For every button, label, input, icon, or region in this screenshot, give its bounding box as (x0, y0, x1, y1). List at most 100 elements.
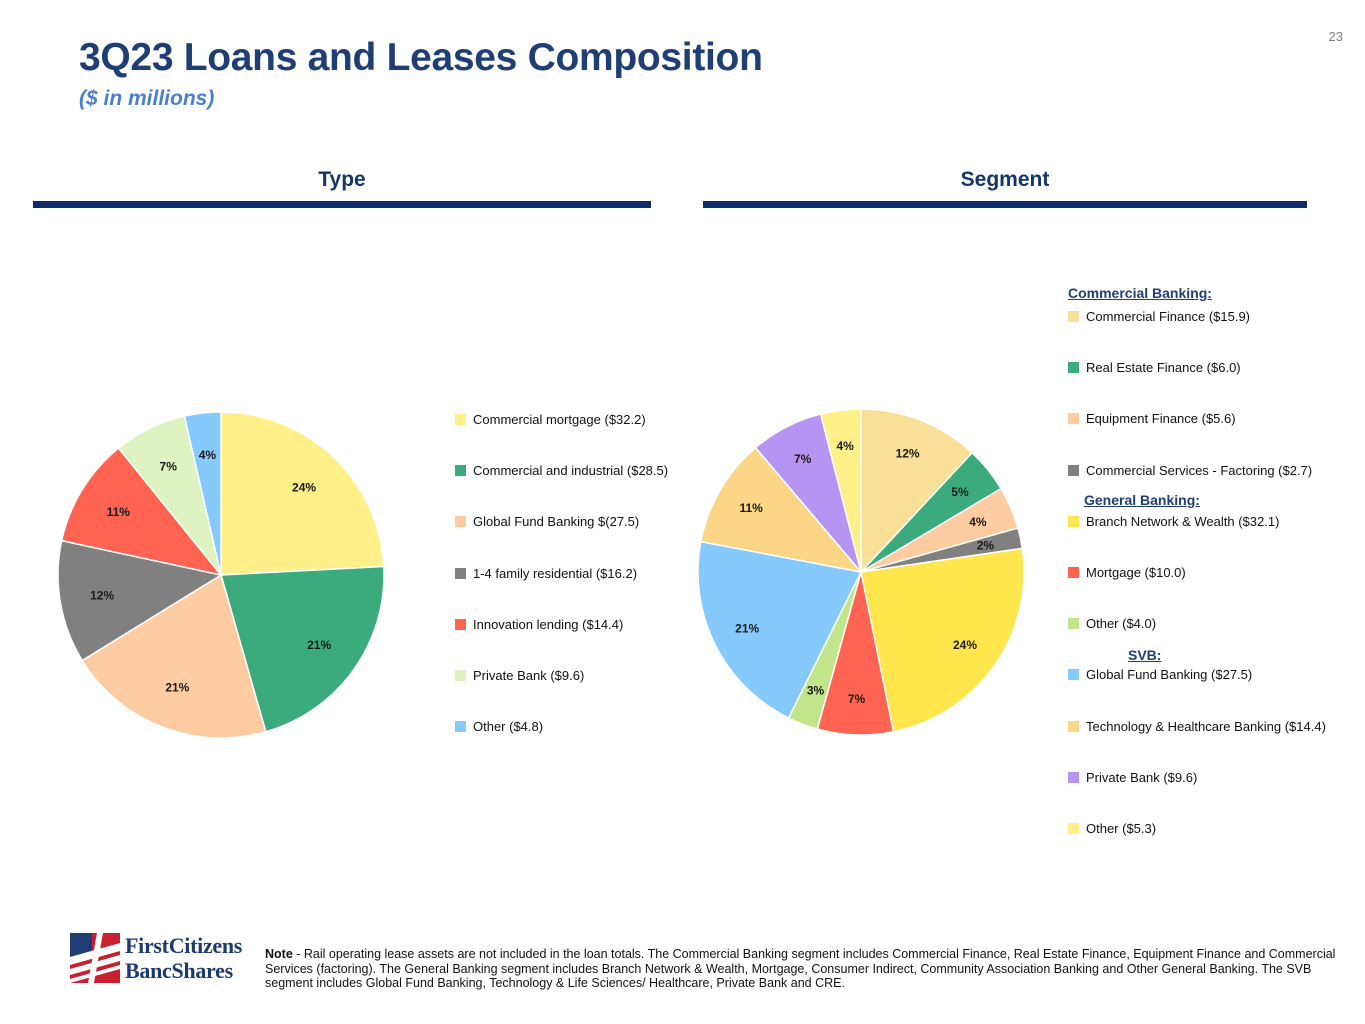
legend-item: Other ($5.3) (1068, 821, 1156, 836)
legend-swatch (1068, 669, 1079, 681)
legend-label: Real Estate Finance ($6.0) (1086, 360, 1241, 376)
pie-data-label: 24% (953, 638, 977, 652)
legend-swatch (455, 670, 466, 681)
legend-item: Commercial mortgage ($32.2) (455, 412, 646, 427)
legend-swatch (455, 567, 466, 579)
pie-slice-global-fund-banking-27-5 (697, 540, 863, 720)
logo-line-1: FirstCitizens (125, 933, 243, 958)
pie-data-label: 4% (199, 448, 217, 462)
pie-data-label: 21% (165, 680, 189, 694)
legend-label: Equipment Finance ($5.6) (1086, 411, 1236, 427)
legend-item: Global Fund Banking $(27.5) (455, 514, 639, 529)
pie-data-label: 7% (160, 460, 178, 474)
legend-label: Technology & Healthcare Banking ($14.4) (1086, 718, 1326, 734)
legend-item: Other ($4.8) (455, 719, 543, 734)
note-label: Note (265, 947, 293, 961)
legend-item: Equipment Finance ($5.6) (1068, 411, 1236, 426)
legend-swatch (1068, 823, 1079, 834)
legend-swatch (1068, 413, 1079, 425)
pie-slice-commercial-mortgage-32-2 (220, 411, 385, 576)
legend-item: 1-4 family residential ($16.2) (455, 566, 637, 581)
note-text: - Rail operating lease assets are not in… (265, 947, 1336, 990)
legend-label: Global Fund Banking ($27.5) (1086, 667, 1253, 683)
pie-slice-branch-network-wealth-32-1 (860, 547, 1025, 733)
legend-label: Innovation lending ($14.4) (473, 616, 624, 632)
legend-item: Commercial and industrial ($28.5) (455, 463, 668, 478)
logo-line-2: BancShares (125, 958, 233, 983)
legend-swatch (455, 516, 466, 528)
pie-slice-1-4-family-residential-16-2 (57, 539, 223, 662)
page-title: 3Q23 Loans and Leases Composition (79, 36, 763, 79)
legend-swatch (1068, 464, 1079, 476)
legend-swatch (455, 721, 466, 733)
pie-slice-commercial-finance-15-9 (860, 408, 974, 574)
legend-label: Private Bank ($9.6) (473, 668, 585, 683)
legend-item: Technology & Healthcare Banking ($14.4) (1068, 719, 1326, 734)
legend-label: Commercial mortgage ($32.2) (473, 412, 646, 427)
pie-slice-commercial-and-industrial-28-5 (220, 565, 385, 733)
legend-label: Commercial Services - Factoring ($2.7) (1086, 462, 1313, 478)
first-citizens-logo: FirstCitizens BancShares (70, 931, 255, 989)
flag-logo-icon (70, 933, 120, 983)
legend-item: Other ($4.0) (1068, 616, 1156, 631)
pie-slice-other-5-3 (819, 408, 862, 573)
legend-item: Innovation lending ($14.4) (455, 617, 623, 632)
legend-swatch (1068, 311, 1079, 322)
legend-label: Other ($4.0) (1086, 616, 1157, 632)
pie-data-label: 5% (951, 485, 969, 499)
pie-data-label: 21% (735, 622, 759, 636)
legend-group-commercial-banking: Commercial Banking: (1068, 285, 1212, 301)
pie-data-label: 24% (292, 481, 316, 495)
type-heading-rule (33, 201, 651, 208)
pie-slice-innovation-lending-14-4 (60, 447, 223, 577)
legend-item: Branch Network & Wealth ($32.1) (1068, 514, 1279, 529)
legend-swatch (455, 465, 466, 477)
legend-item: Private Bank ($9.6) (455, 668, 584, 683)
legend-group-general-banking: General Banking: (1084, 492, 1200, 508)
pie-data-label: 12% (896, 447, 920, 461)
pie-data-label: 2% (977, 539, 995, 553)
pie-data-label: 7% (848, 692, 866, 706)
legend-swatch (1068, 362, 1079, 374)
legend-label: Commercial and industrial ($28.5) (473, 463, 669, 479)
pie-data-label: 3% (807, 684, 825, 698)
legend-group-svb: SVB: (1128, 647, 1162, 663)
pie-slice-other-4-8 (183, 411, 222, 576)
segment-heading-rule (703, 201, 1307, 208)
legend-label: Commercial Finance ($15.9) (1086, 309, 1251, 324)
footnote: Note - Rail operating lease assets are n… (265, 947, 1340, 991)
legend-swatch (1068, 720, 1079, 732)
pie-slice-technology-healthcare-banking-14-4 (699, 446, 863, 574)
legend-label: Other ($5.3) (1086, 821, 1157, 836)
page-number: 23 (1328, 29, 1343, 44)
legend-item: Real Estate Finance ($6.0) (1068, 360, 1241, 375)
segment-chart-heading: Segment (960, 168, 1050, 191)
type-chart-heading: Type (318, 168, 366, 191)
legend-swatch (455, 414, 466, 425)
legend-swatch (1068, 567, 1079, 578)
pie-data-label: 11% (107, 505, 131, 519)
legend-label: 1-4 family residential ($16.2) (473, 565, 638, 581)
legend-item: Mortgage ($10.0) (1068, 565, 1186, 580)
legend-label: Global Fund Banking $(27.5) (473, 514, 640, 530)
pie-data-label: 7% (794, 452, 812, 466)
legend-item: Global Fund Banking ($27.5) (1068, 667, 1252, 682)
page-subtitle: ($ in millions) (79, 87, 215, 110)
legend-swatch (1068, 618, 1079, 630)
legend-item: Private Bank ($9.6) (1068, 770, 1197, 785)
legend-label: Branch Network & Wealth ($32.1) (1086, 513, 1280, 529)
pie-data-label: 21% (307, 638, 331, 652)
legend-item: Commercial Services - Factoring ($2.7) (1068, 463, 1312, 478)
legend-label: Mortgage ($10.0) (1086, 565, 1186, 580)
pie-data-label: 4% (969, 515, 987, 529)
pie-data-label: 4% (836, 439, 854, 453)
legend-swatch (1068, 515, 1079, 527)
legend-label: Other ($4.8) (473, 719, 544, 735)
legend-swatch (455, 618, 466, 630)
legend-item: Commercial Finance ($15.9) (1068, 309, 1250, 324)
legend-label: Private Bank ($9.6) (1086, 769, 1198, 785)
pie-data-label: 11% (739, 501, 763, 515)
pie-slice-global-fund-banking-27-5 (81, 573, 267, 739)
